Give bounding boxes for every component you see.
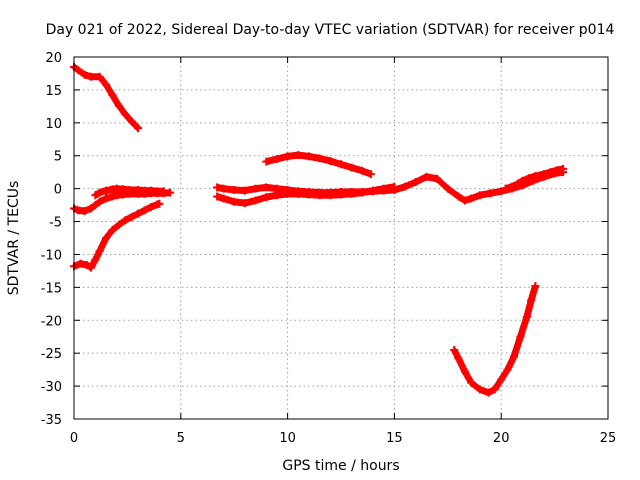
data-trace xyxy=(129,119,141,131)
y-tick-label: -30 xyxy=(41,380,62,395)
data-point xyxy=(159,187,168,196)
y-tick-label: -10 xyxy=(41,248,62,263)
series-arc-8 xyxy=(501,164,568,193)
data-point xyxy=(559,164,568,173)
plot-frame xyxy=(73,56,609,420)
data-trace xyxy=(523,298,535,319)
series-arc-9 xyxy=(450,282,540,397)
x-tick-label: 0 xyxy=(70,431,78,446)
x-tick-label: 5 xyxy=(177,431,185,446)
x-tick-label: 20 xyxy=(493,431,510,446)
series-arc-6 xyxy=(213,182,399,208)
y-tick-label: -35 xyxy=(41,413,62,428)
grid xyxy=(74,57,608,419)
data-point xyxy=(155,199,164,208)
data-trace xyxy=(88,202,98,212)
ticks: 0 5 10 15 20 25 -35 -30 -25 -20 -15 -10 -5 0 5 10 15 20 xyxy=(41,51,617,446)
y-tick-label: -25 xyxy=(41,347,62,362)
series-arc-7 xyxy=(262,151,375,179)
data-point xyxy=(366,170,375,179)
data-trace xyxy=(71,205,81,214)
y-tick-label: 15 xyxy=(45,84,62,99)
y-tick-label: 20 xyxy=(45,51,62,66)
data-point xyxy=(390,182,399,191)
data-point xyxy=(166,188,175,197)
y-tick-label: 0 xyxy=(54,183,62,198)
x-tick-label: 10 xyxy=(279,431,296,446)
data-layer xyxy=(70,62,568,397)
y-tick-label: -5 xyxy=(49,216,62,231)
data-point xyxy=(531,282,540,291)
data-trace xyxy=(92,189,103,199)
data-trace xyxy=(515,177,525,187)
y-tick-label: -20 xyxy=(41,314,62,329)
x-tick-label: 25 xyxy=(600,431,617,446)
y-tick-label: -15 xyxy=(41,281,62,296)
chart-title: Day 021 of 2022, Sidereal Day-to-day VTE… xyxy=(46,22,615,38)
data-point xyxy=(134,124,143,133)
series-arc-3 xyxy=(91,184,168,200)
data-trace xyxy=(92,199,103,208)
data-trace xyxy=(71,64,81,73)
y-tick-label: 10 xyxy=(45,117,62,132)
series-arc-4 xyxy=(70,199,164,272)
y-tick-label: 5 xyxy=(54,150,62,165)
x-tick-label: 15 xyxy=(386,431,403,446)
y-axis-title: SDTVAR / TECUs xyxy=(6,181,22,296)
series-arc-1 xyxy=(70,62,143,133)
x-axis-title: GPS time / hours xyxy=(282,458,399,474)
